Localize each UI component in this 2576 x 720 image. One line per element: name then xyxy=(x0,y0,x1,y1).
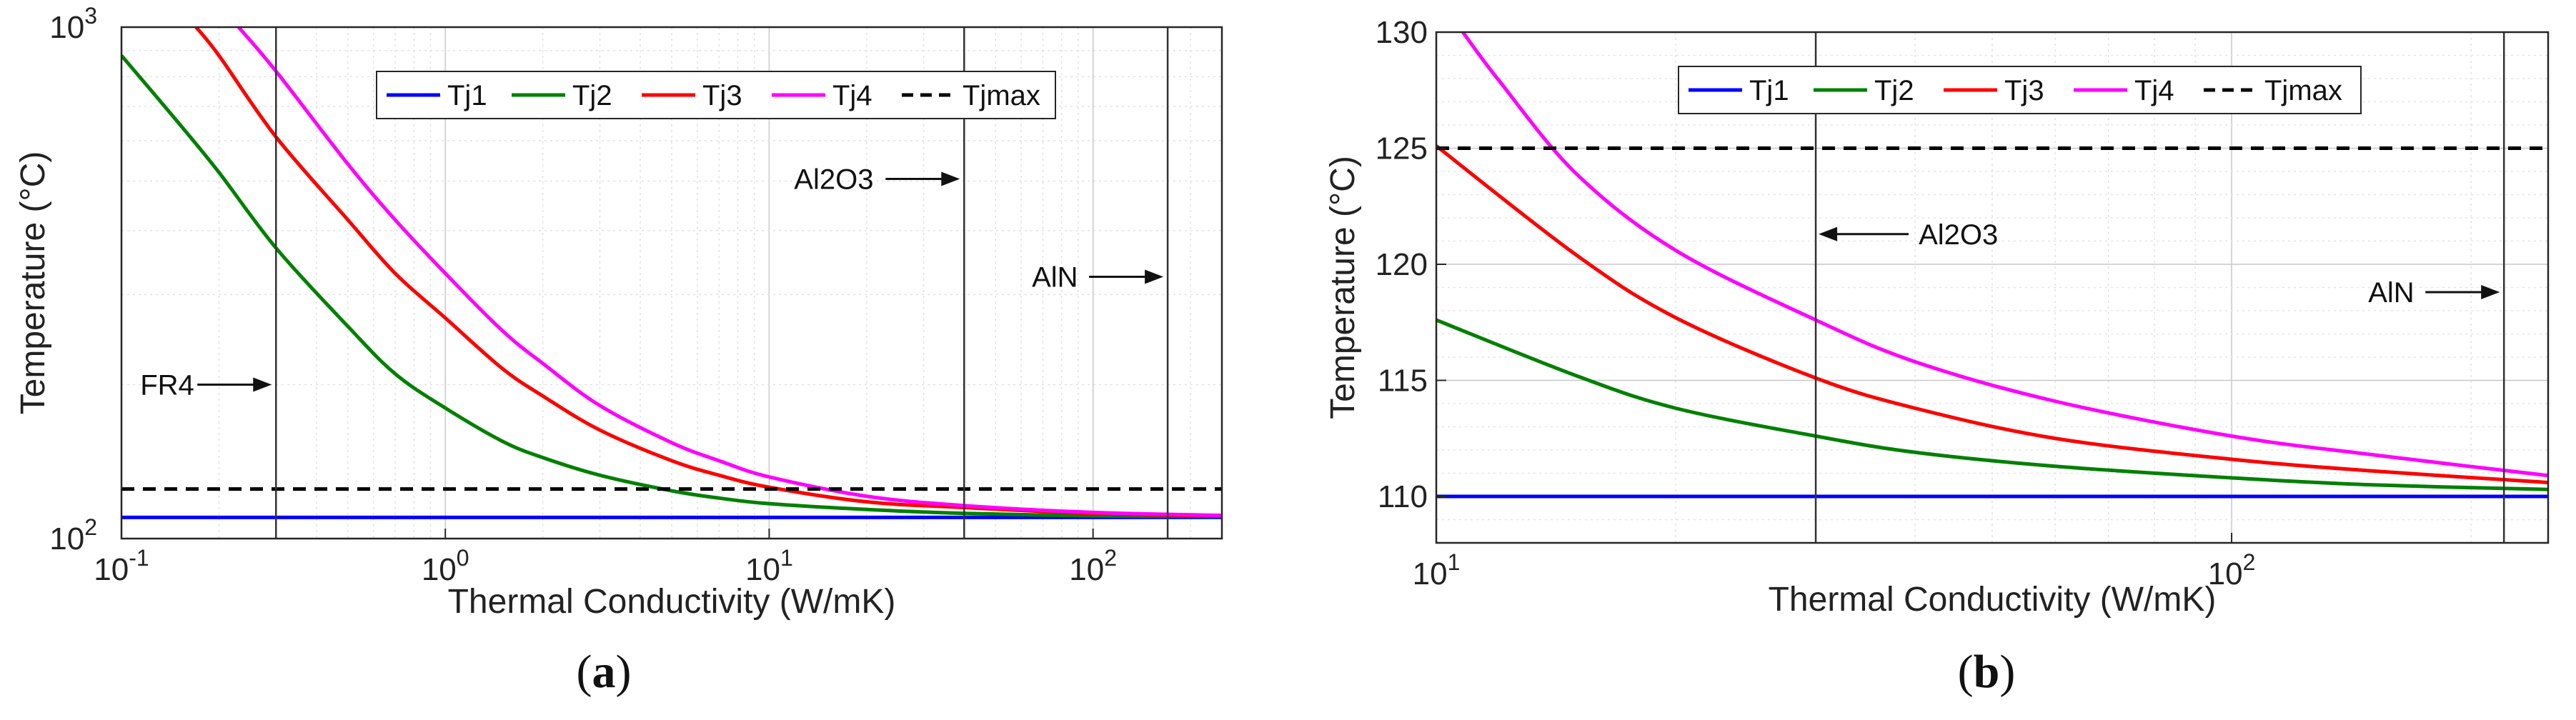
y-tick-label: 125 xyxy=(1376,131,1428,166)
legend-label-tj1: Tj1 xyxy=(447,80,487,111)
annotation-label: Al2O3 xyxy=(794,164,873,195)
annotation-arrowhead xyxy=(2481,285,2500,299)
annotation-al2o3: Al2O3 xyxy=(794,164,960,195)
annotation-fr4: FR4 xyxy=(140,369,272,401)
series-line-tj2 xyxy=(1436,318,2548,491)
series-line-tj4 xyxy=(1461,32,2548,478)
legend-label-tj3: Tj3 xyxy=(702,80,742,111)
x-tick-label: 101 xyxy=(745,545,793,587)
chart-panel-a: 10-1 100 101 102 102 103 Thermal Conductivity … xyxy=(14,3,1223,698)
panel-caption: (a) xyxy=(577,646,632,698)
series-line-tj2 xyxy=(121,54,1222,519)
legend-label-tjmax: Tjmax xyxy=(963,80,1040,111)
legend: Tj1 Tj2 Tj3 Tj4 Tjmax xyxy=(376,71,1056,119)
axes-box xyxy=(1435,31,2550,544)
y-axis-label: Temperature (°C) xyxy=(14,151,52,415)
series-line-tj4 xyxy=(237,27,1222,518)
annotation-arrowhead xyxy=(941,171,960,186)
annotation-aln: AlN xyxy=(2368,277,2500,309)
annotation-label: FR4 xyxy=(140,369,194,401)
y-axis-label: Temperature (°C) xyxy=(1324,156,1362,419)
x-tick-label: 101 xyxy=(1413,549,1461,591)
annotation-arrowhead xyxy=(253,377,272,392)
y-tick-label: 115 xyxy=(1378,364,1428,399)
y-tick-label: 130 xyxy=(1376,15,1428,50)
legend-label-tj4: Tj4 xyxy=(832,80,872,111)
annotation-aln: AlN xyxy=(1032,261,1164,293)
x-axis-label: Thermal Conductivity (W/mK) xyxy=(448,583,896,621)
y-tick-label: 102 xyxy=(49,514,97,556)
x-tick-label: 102 xyxy=(1069,545,1117,587)
annotation-label: AlN xyxy=(2368,277,2414,309)
legend: Tj1 Tj2 Tj3 Tj4 Tjmax xyxy=(1678,66,2362,114)
series-line-tj3 xyxy=(1436,144,2548,484)
annotation-label: Al2O3 xyxy=(1919,219,1998,251)
axes-box xyxy=(120,26,1223,540)
legend-label-tj3: Tj3 xyxy=(2004,75,2044,106)
annotation-arrowhead xyxy=(1145,269,1164,284)
x-tick-label: 10-1 xyxy=(94,545,149,587)
annotation-al2o3: Al2O3 xyxy=(1819,219,1998,251)
legend-label-tj4: Tj4 xyxy=(2134,75,2174,106)
x-tick-label: 100 xyxy=(422,545,469,587)
legend-label-tjmax: Tjmax xyxy=(2264,75,2342,106)
plot-area xyxy=(1436,32,2548,499)
annotation-label: AlN xyxy=(1032,261,1078,293)
legend-label-tj2: Tj2 xyxy=(572,80,612,111)
y-tick-label: 120 xyxy=(1376,247,1428,282)
y-tick-label: 103 xyxy=(49,3,97,45)
legend-label-tj1: Tj1 xyxy=(1749,75,1789,106)
y-tick-label: 110 xyxy=(1378,479,1428,514)
annotation-arrowhead xyxy=(1819,226,1838,241)
plot-area xyxy=(121,27,1222,519)
legend-label-tj2: Tj2 xyxy=(1874,75,1914,106)
panel-caption: (b) xyxy=(1958,646,2016,698)
x-axis-label: Thermal Conductivity (W/mK) xyxy=(1769,581,2217,619)
